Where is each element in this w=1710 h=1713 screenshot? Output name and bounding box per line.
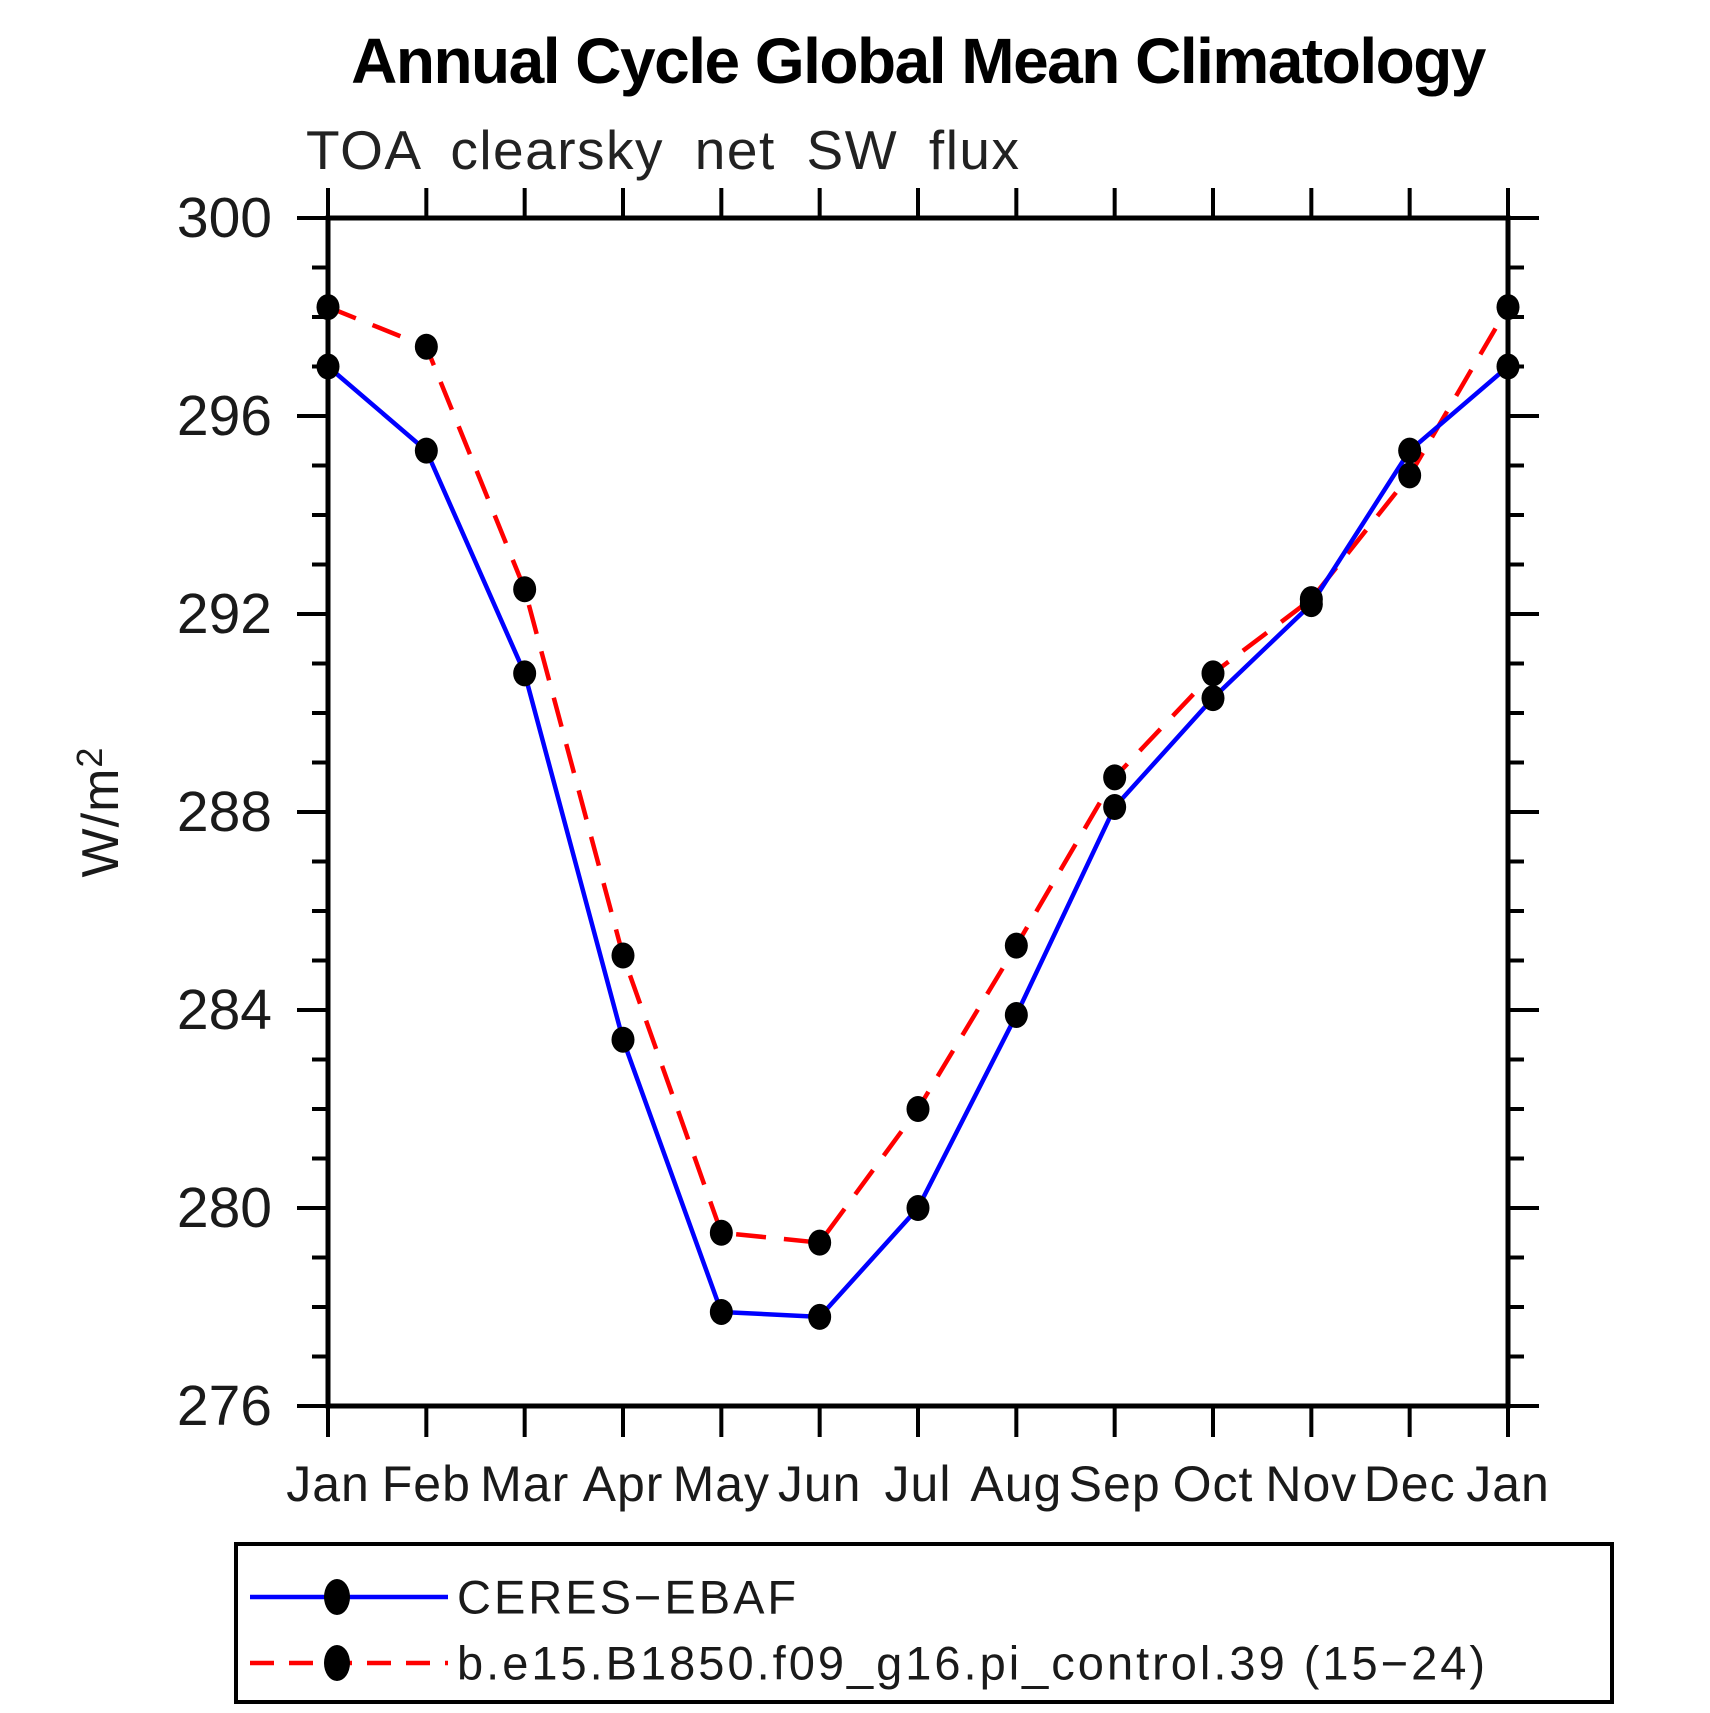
data-marker-1 (1201, 660, 1225, 687)
y-tick-label: 280 (177, 1176, 272, 1240)
data-marker-0 (808, 1303, 832, 1330)
month-label: Dec (1364, 1456, 1456, 1512)
data-marker-1 (513, 576, 537, 603)
month-label: Jan (1466, 1456, 1550, 1512)
data-marker-0 (316, 353, 340, 380)
chart-subtitle: TOA clearsky net SW flux (306, 119, 1021, 181)
data-marker-1 (611, 942, 635, 969)
month-label: Mar (480, 1456, 569, 1512)
data-marker-1 (1004, 932, 1028, 959)
data-marker-0 (1398, 437, 1422, 464)
y-tick-label: 284 (177, 978, 272, 1042)
data-marker-1 (316, 294, 340, 321)
month-label: Apr (583, 1456, 664, 1512)
month-label: Sep (1069, 1456, 1161, 1512)
data-marker-1 (1299, 586, 1323, 613)
y-tick-label: 276 (177, 1374, 272, 1438)
chart-title: Annual Cycle Global Mean Climatology (351, 25, 1486, 97)
y-tick-label: 288 (177, 780, 272, 844)
data-marker-0 (1496, 353, 1520, 380)
data-marker-1 (1103, 764, 1127, 791)
data-marker-1 (709, 1219, 733, 1246)
data-marker-1 (1496, 294, 1520, 321)
data-marker-1 (906, 1096, 930, 1122)
legend-box (234, 1542, 1614, 1704)
series-line-0 (326, 364, 1510, 1320)
y-axis-title: W/m2 (69, 747, 130, 878)
data-marker-0 (611, 1026, 635, 1053)
month-label: May (673, 1456, 770, 1512)
month-label: Feb (382, 1456, 471, 1512)
data-marker-0 (414, 437, 438, 464)
month-label: Nov (1265, 1456, 1357, 1512)
legend-label-0: CERES−EBAF (457, 1571, 799, 1624)
data-marker-0 (1103, 794, 1127, 821)
legend-marker-0 (324, 1579, 350, 1615)
month-label: Jun (778, 1456, 862, 1512)
data-marker-0 (513, 660, 537, 687)
month-label: Aug (970, 1456, 1062, 1512)
legend-label-1: b.e15.B1850.f09_g16.pi_control.39 (15−24… (457, 1637, 1488, 1690)
data-marker-0 (1201, 685, 1225, 712)
axis-box (325, 215, 1511, 1409)
y-tick-label: 292 (177, 582, 272, 646)
month-label: Jan (286, 1456, 370, 1512)
month-label: Oct (1173, 1456, 1254, 1512)
data-marker-1 (808, 1229, 832, 1256)
data-marker-0 (906, 1195, 930, 1221)
data-marker-1 (414, 333, 438, 360)
data-marker-0 (1004, 1001, 1028, 1028)
month-label: Jul (885, 1456, 952, 1512)
data-marker-0 (709, 1298, 733, 1325)
data-marker-1 (1398, 462, 1422, 489)
y-tick-label: 300 (177, 186, 272, 250)
y-tick-label: 296 (177, 384, 272, 448)
legend-marker-1 (324, 1645, 350, 1681)
